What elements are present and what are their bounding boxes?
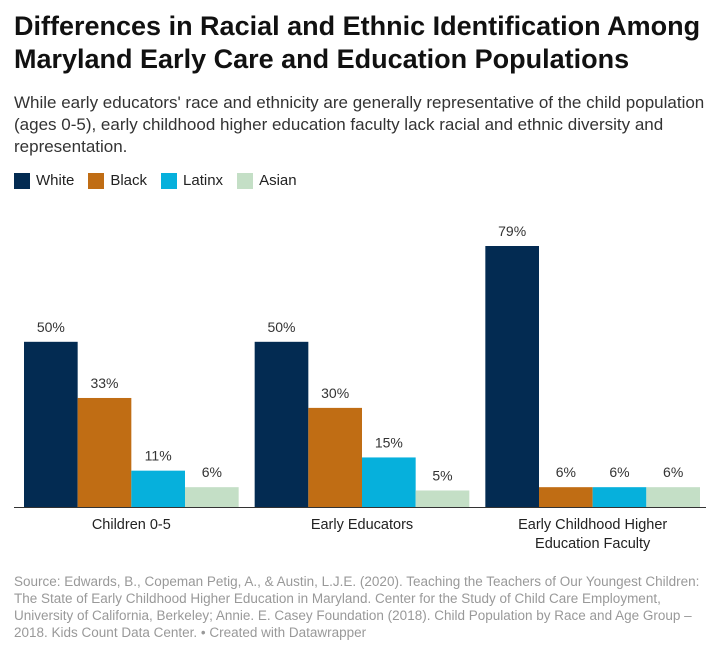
bar-black-early-childhood-higher-education-faculty — [539, 487, 593, 507]
data-label-black-early-childhood-higher-education-faculty: 6% — [556, 464, 576, 480]
category-label-early-educators: Early Educators — [311, 517, 413, 533]
legend-swatch-asian — [237, 172, 254, 189]
legend-item-black: Black — [88, 172, 147, 189]
source-note: Source: Edwards, B., Copeman Petig, A., … — [14, 574, 700, 640]
data-label-latinx-children-0-5: 11% — [145, 448, 172, 464]
data-label-white-early-educators: 50% — [267, 319, 295, 335]
bar-asian-early-childhood-higher-education-faculty — [646, 487, 700, 507]
chart-subtitle: While early educators' race and ethnicit… — [14, 93, 705, 156]
data-label-latinx-early-childhood-higher-education-faculty: 6% — [609, 464, 629, 480]
bar-white-early-childhood-higher-education-faculty — [485, 246, 539, 507]
data-label-asian-early-childhood-higher-education-faculty: 6% — [663, 464, 683, 480]
bar-white-early-educators — [254, 341, 309, 507]
bar-chart: 50% 33% 11% 6% Children 0-5 50% 30% 15% 5% Early … — [14, 223, 706, 552]
legend-swatch-latinx — [161, 172, 178, 189]
category-label-early-childhood-higher-education-faculty: Early Childhood Higher Education Faculty — [518, 517, 667, 552]
data-label-black-early-educators: 30% — [321, 385, 349, 401]
data-label-black-children-0-5: 33% — [90, 375, 118, 391]
legend-item-white: White — [14, 172, 74, 189]
bar-asian-early-educators — [415, 490, 470, 507]
category-label-children-0-5: Children 0-5 — [92, 517, 171, 533]
legend-item-asian: Asian — [237, 172, 297, 189]
bar-latinx-children-0-5 — [131, 470, 185, 507]
legend-label-asian: Asian — [259, 172, 297, 189]
bar-black-children-0-5 — [77, 397, 132, 507]
legend-swatch-white — [14, 172, 30, 189]
data-label-asian-children-0-5: 6% — [202, 464, 222, 480]
bar-latinx-early-childhood-higher-education-faculty — [592, 487, 647, 507]
bar-white-children-0-5 — [24, 341, 78, 507]
legend-item-latinx: Latinx — [161, 172, 223, 189]
bar-latinx-early-educators — [362, 457, 416, 507]
data-label-latinx-early-educators: 15% — [375, 434, 403, 450]
bar-black-early-educators — [308, 407, 362, 507]
data-label-white-early-childhood-higher-education-faculty: 79% — [498, 223, 526, 239]
legend-swatch-black — [88, 172, 105, 189]
legend: White Black Latinx Asian — [14, 172, 297, 189]
bar-asian-children-0-5 — [185, 487, 239, 507]
data-label-asian-early-educators: 5% — [432, 467, 452, 483]
legend-label-latinx: Latinx — [183, 172, 224, 189]
data-label-white-children-0-5: 50% — [37, 319, 65, 335]
legend-label-white: White — [36, 172, 75, 189]
chart-title: Differences in Racial and Ethnic Identif… — [14, 11, 701, 74]
legend-label-black: Black — [110, 172, 148, 189]
